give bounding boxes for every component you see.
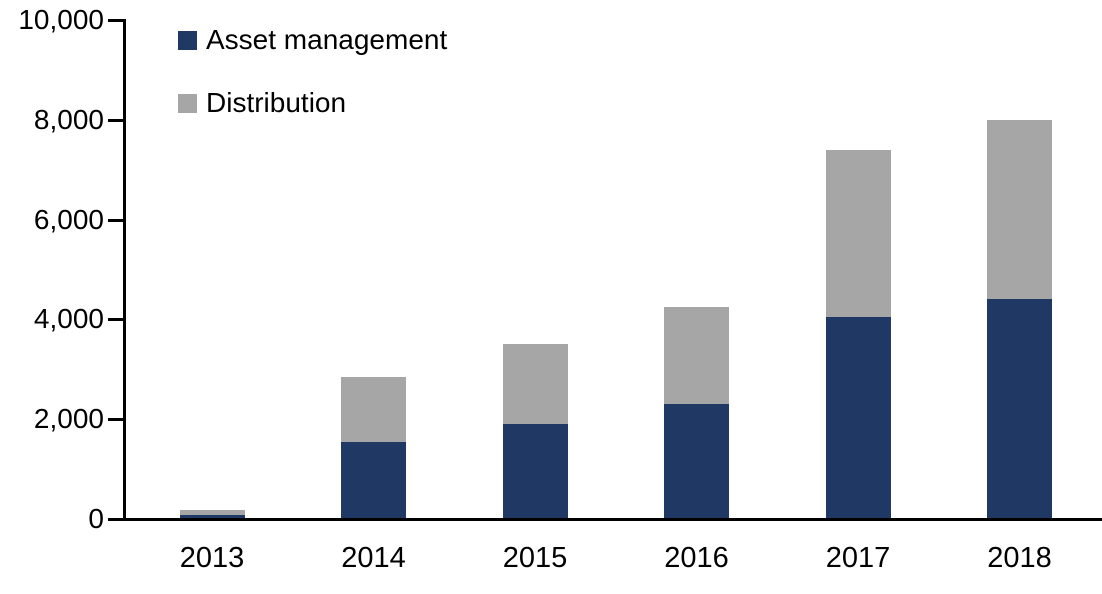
- y-axis-line: [123, 19, 126, 520]
- bar-2014-distribution: [341, 376, 406, 442]
- y-axis-tick: [108, 19, 126, 22]
- bar-2017-asset-management: [825, 316, 891, 519]
- y-axis-tick-label: 10,000: [18, 4, 104, 35]
- x-axis-tick-label: 2014: [341, 542, 406, 574]
- y-axis-tick: [108, 318, 126, 322]
- bar-2016-asset-management: [664, 404, 729, 519]
- bar-2015-distribution: [502, 344, 568, 425]
- x-axis-tick-label: 2016: [664, 542, 729, 574]
- bar-2018-distribution: [987, 119, 1052, 300]
- y-axis-tick-label: 8,000: [33, 103, 104, 135]
- legend-swatch-asset-management-icon: [178, 30, 197, 50]
- bar-2017-distribution: [825, 149, 891, 317]
- x-axis-tick-label: 2013: [179, 542, 245, 574]
- bar-2014-asset-management: [341, 441, 406, 519]
- bar-2013-asset-management: [179, 515, 245, 519]
- legend-item-distribution: Distribution: [178, 89, 346, 117]
- y-axis-tick-label: 0: [88, 503, 104, 534]
- bar-2016-distribution: [664, 306, 729, 405]
- legend-label-distribution: Distribution: [206, 87, 347, 118]
- x-axis-line: [108, 518, 1102, 521]
- bar-2013-distribution: [179, 510, 245, 515]
- x-axis-tick-label: 2017: [825, 542, 891, 574]
- x-axis-tick-label: 2015: [502, 542, 568, 574]
- y-axis-tick-label: 2,000: [33, 403, 104, 435]
- y-axis-tick: [108, 418, 126, 422]
- y-axis-tick: [108, 118, 126, 122]
- x-axis-tick-label: 2018: [987, 542, 1052, 574]
- y-axis-tick-label: 6,000: [33, 203, 104, 235]
- bar-2018-asset-management: [987, 299, 1052, 519]
- bar-2015-asset-management: [502, 424, 568, 519]
- legend-swatch-distribution-icon: [178, 93, 197, 113]
- y-axis-tick-label: 4,000: [33, 303, 104, 335]
- legend-item-asset-management: Asset management: [178, 26, 447, 54]
- legend-label-asset-management: Asset management: [206, 24, 448, 55]
- y-axis-tick: [108, 218, 126, 222]
